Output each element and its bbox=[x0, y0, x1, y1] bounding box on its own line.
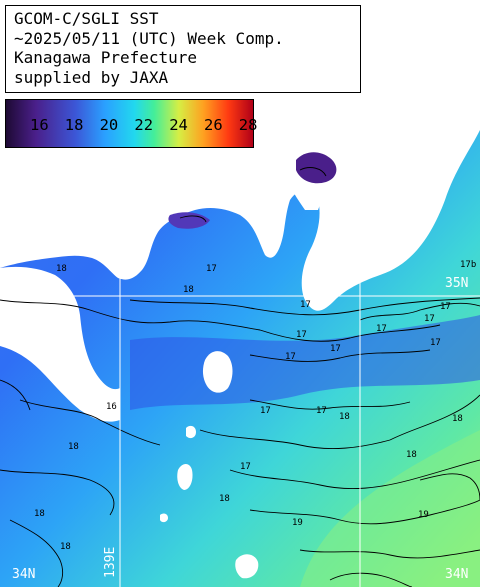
warm-water-patch bbox=[300, 430, 480, 587]
temperature-color-scale: 16 18 20 22 24 26 28 bbox=[5, 99, 257, 148]
contour-label: 19 bbox=[292, 518, 303, 528]
land-kozushima-island bbox=[235, 554, 259, 579]
title-line-region: Kanagawa Prefecture bbox=[14, 48, 198, 67]
contour-label: 19 bbox=[418, 510, 429, 520]
land-toshima-island bbox=[186, 425, 196, 439]
land-izu-peninsula bbox=[0, 266, 120, 422]
scale-label-22: 22 bbox=[134, 116, 154, 134]
land-oshima-island bbox=[202, 351, 233, 393]
contour-label: 18 bbox=[68, 442, 79, 452]
land-northeast-corner bbox=[440, 0, 480, 15]
cool-water-sagami-bay bbox=[168, 212, 210, 229]
lon-label-139e: 139E bbox=[103, 546, 118, 578]
contour-label: 17 bbox=[424, 314, 435, 324]
contour-label: 17 bbox=[440, 302, 451, 312]
contour-label: 18 bbox=[219, 494, 230, 504]
contour-label: 18 bbox=[60, 542, 71, 552]
title-line-product: GCOM-C/SGLI SST bbox=[14, 9, 159, 28]
cold-water-tokyo-bay bbox=[296, 152, 337, 184]
contour-label: 17 bbox=[206, 264, 217, 274]
scale-label-20: 20 bbox=[99, 116, 119, 134]
land-niijima-island bbox=[177, 464, 193, 490]
land-shikinejima-island bbox=[160, 513, 168, 523]
contour-label: 17 bbox=[300, 300, 311, 310]
contour-label: 17 bbox=[430, 338, 441, 348]
contour-label: 17 bbox=[330, 344, 341, 354]
contour-label: 17 bbox=[316, 406, 327, 416]
contour-label: 18 bbox=[339, 412, 350, 422]
lat-label-34n-right: 34N bbox=[445, 567, 469, 582]
contour-label: 17 bbox=[285, 352, 296, 362]
scale-label-28: 28 bbox=[238, 116, 258, 134]
contour-label: 17 bbox=[376, 324, 387, 334]
contour-label: 17b bbox=[460, 260, 477, 270]
contour-label: 18 bbox=[183, 285, 194, 295]
contour-lines bbox=[0, 167, 480, 587]
contour-label: 18 bbox=[56, 264, 67, 274]
scale-label-24: 24 bbox=[169, 116, 188, 134]
contour-label: 18 bbox=[34, 509, 45, 519]
lat-label-34n-left: 34N bbox=[12, 567, 36, 582]
title-line-date: ~2025/05/11 (UTC) Week Comp. bbox=[14, 28, 284, 48]
scale-label-18: 18 bbox=[64, 116, 84, 134]
scale-label-26: 26 bbox=[203, 116, 223, 134]
lat-label-35n-left: 35N bbox=[12, 276, 36, 291]
title-box: GCOM-C/SGLI SST ~2025/05/11 (UTC) Week C… bbox=[5, 5, 361, 93]
contour-label: 17 bbox=[260, 406, 271, 416]
scale-label-16: 16 bbox=[30, 116, 49, 134]
contour-label: 16 bbox=[106, 402, 117, 412]
lat-label-35n-right: 35N bbox=[445, 276, 469, 291]
contour-label: 18 bbox=[406, 450, 417, 460]
contour-label: 17 bbox=[296, 330, 307, 340]
contour-label: 17 bbox=[240, 462, 251, 472]
contour-label: 18 bbox=[452, 414, 463, 424]
title-line-supplier: supplied by JAXA bbox=[14, 67, 169, 87]
